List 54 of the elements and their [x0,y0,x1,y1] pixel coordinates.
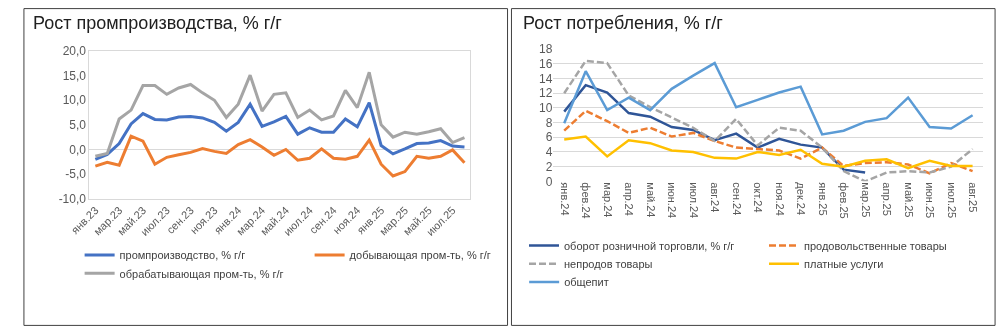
line-series [562,135,974,170]
y-tick-label: 20,0 [62,44,87,59]
legend-label: добывающая пром-ть, % г/г [349,249,491,262]
chart-title: Рост потребления, % г/г [523,13,724,33]
legend-label: общепит [564,276,609,289]
chart-title: Рост промпроизводства, % г/г [33,13,283,33]
x-tick-label: фев.25 [838,182,851,219]
line-series [562,109,974,175]
y-tick-label: 12 [539,86,553,101]
legend-label: непродов товары [564,257,653,270]
x-tick-label: май.24 [644,182,657,218]
x-tick-label: дек.24 [795,182,808,216]
line-series [93,101,466,161]
x-tick-label: июн.25 [924,182,937,219]
x-tick-label: апр.24 [623,182,636,216]
y-tick-label: 10 [539,101,553,116]
y-tick-label: 14 [539,71,553,86]
x-tick-label: ноя.24 [773,182,786,216]
y-tick-label: -10,0 [58,191,87,206]
x-tick-label: авг.24 [709,182,722,213]
y-tick-label: 15,0 [62,68,87,83]
x-tick-label: мар.25 [859,182,872,218]
legend-label: продовольственные товары [804,239,947,252]
y-tick-label: 4 [545,145,553,160]
legend-label: промпроизводство, % г/г [119,249,246,262]
y-tick-label: 8 [545,115,553,130]
x-tick-label: июл.25 [945,182,958,219]
x-tick-label: апр.25 [881,182,894,216]
y-tick-label: 2 [545,159,553,174]
y-tick-label: 0,0 [69,142,87,157]
x-tick-label: сен.24 [730,182,743,216]
line-series [93,134,466,178]
x-tick-label: окт.24 [752,182,765,213]
x-tick-label: май.25 [902,182,915,218]
legend-label: оборот розничной торговли, % г/г [564,239,735,252]
x-tick-label: июл.24 [687,182,700,219]
line-series [562,59,974,182]
legend-label: обрабатывающая пром-ть, % г/г [119,267,284,280]
x-tick-label: янв.24 [558,182,571,216]
x-tick-label: янв.25 [816,182,829,216]
x-tick-label: фев.24 [580,182,593,219]
y-tick-label: 18 [539,42,553,57]
y-tick-label: 16 [539,57,553,72]
y-tick-label: -5,0 [65,167,87,182]
x-tick-label: июн.24 [666,182,679,219]
x-tick-label: авг.25 [967,182,980,213]
y-tick-label: 6 [545,130,553,145]
y-tick-label: 0 [545,174,553,189]
line-series [562,61,974,136]
y-tick-label: 10,0 [62,93,87,108]
legend-label: платные услуги [804,257,884,270]
x-tick-label: мар.24 [601,182,614,218]
line-series [93,70,466,158]
y-tick-label: 5,0 [69,118,87,133]
